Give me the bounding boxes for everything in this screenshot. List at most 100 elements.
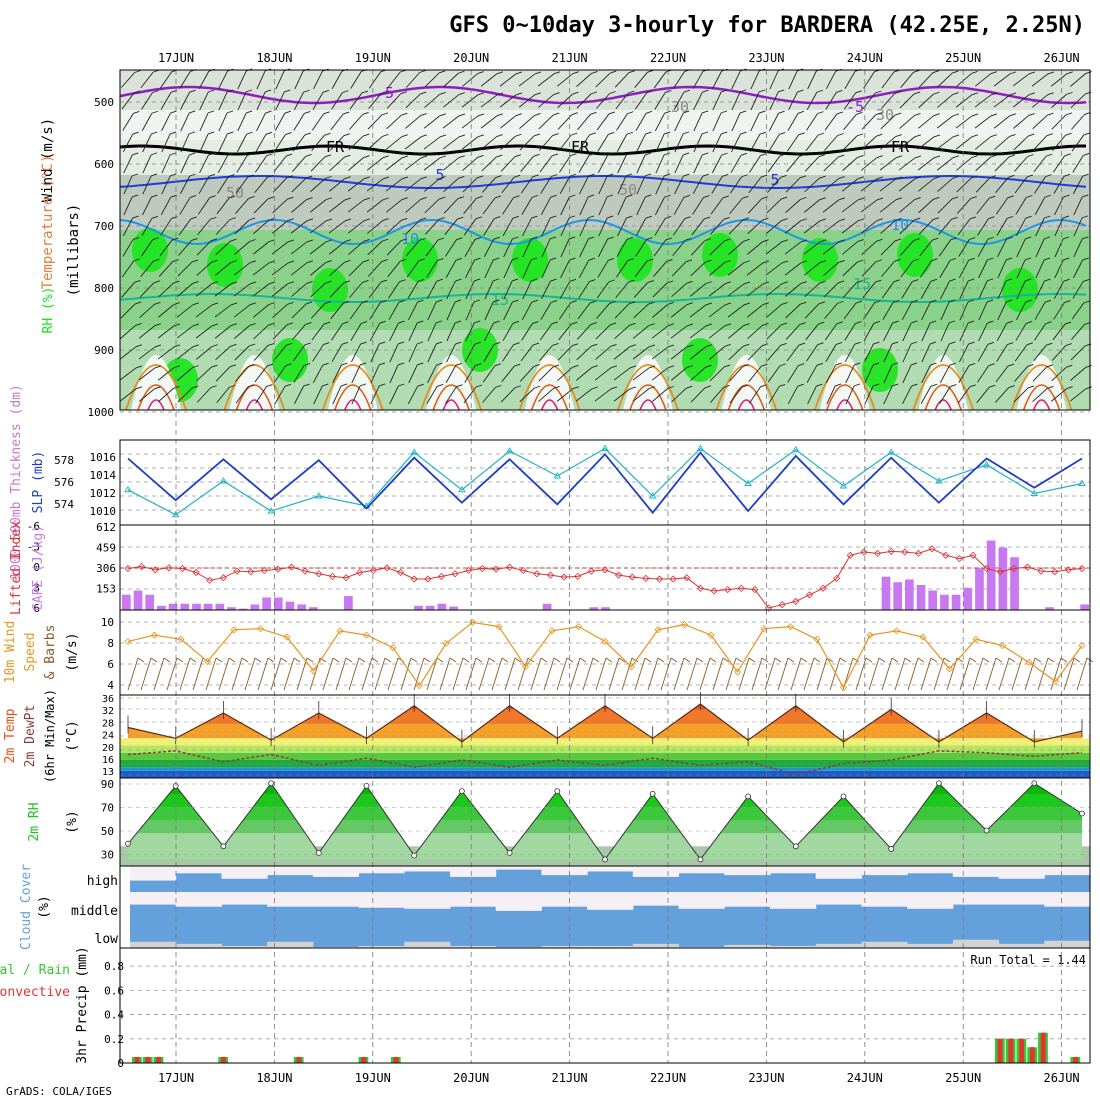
wind-barb [121, 282, 135, 298]
wind-barb-flag [816, 383, 823, 387]
warm-contour [518, 364, 581, 411]
cloud-low-clear [312, 946, 360, 948]
wind-barb [328, 178, 346, 192]
wind-barb [613, 367, 631, 381]
wind-barb-flag [572, 386, 579, 390]
wind-barb [217, 155, 229, 173]
wind-barb-flag [439, 155, 447, 159]
wind-barb-flag [836, 90, 843, 93]
wind-barb [727, 262, 745, 276]
wind-barb [518, 73, 536, 87]
wind-barb [957, 386, 971, 404]
wind10m-barb [322, 657, 334, 691]
precip-convective-bar [1019, 1038, 1025, 1063]
wind-barb-flag [344, 239, 351, 243]
wind-barb [311, 323, 325, 341]
wind-barb-flag [666, 280, 674, 284]
hot-contour [137, 384, 175, 411]
wind-barb-flag [686, 385, 693, 389]
wind-barb-flag [1008, 154, 1016, 158]
wind-barb [803, 199, 821, 213]
wind-speed-marker [866, 631, 874, 639]
wind-barb [731, 112, 741, 132]
rh2m-units-label: (%) [65, 810, 80, 833]
wind-barb-flag [608, 279, 615, 283]
wind-barb [236, 133, 248, 153]
wind-barb-flag [286, 322, 294, 326]
wind-barb [617, 175, 627, 195]
wind-barb-flag [838, 176, 845, 179]
rh-axis-label: RH (%) [41, 287, 56, 334]
wind-barb [841, 199, 859, 213]
wind10m-barb [1050, 657, 1062, 691]
wind-barb-flag [648, 365, 656, 369]
wind-barb-flag [779, 132, 786, 135]
wind-speed-marker [124, 637, 132, 645]
wind-barb-flag [987, 257, 994, 261]
wind-barb-flag [553, 112, 560, 116]
contour-label: -5 [846, 98, 864, 116]
wind-barb-flag [990, 71, 997, 75]
wind-barb-flag [173, 344, 181, 348]
wind-barb-flag [211, 364, 218, 368]
cape-bar [180, 603, 190, 610]
wind-barb [541, 280, 551, 300]
wind-barb-flag [152, 90, 159, 94]
wind-barb [577, 114, 591, 130]
wind-barb-flag [477, 113, 485, 117]
wind-barb-flag [474, 257, 481, 261]
slp-tick-label: 1010 [90, 505, 117, 518]
wind-barb-flag [874, 300, 881, 304]
lifted-index-tick-label: -3 [27, 541, 40, 554]
rh-marker [697, 856, 704, 863]
wind-barb-flag [493, 341, 501, 345]
wind-barb-flag [968, 320, 975, 324]
wind-barb [329, 135, 345, 151]
cloud-clear-segment [632, 866, 680, 877]
wind-barb [310, 156, 326, 172]
wind-barb-flag [799, 153, 806, 157]
wind-barb [521, 301, 533, 321]
wind-barb-flag [229, 364, 237, 368]
wind-barb [310, 303, 326, 319]
temp2m-axis-label: 2m Temp [3, 708, 18, 763]
wind-barb-flag [343, 280, 351, 284]
wind-barb-flag [664, 173, 671, 177]
rh-high-patch [512, 238, 548, 282]
wind-barb [750, 112, 760, 132]
wind-barb [711, 70, 723, 90]
wind-barb [408, 364, 418, 384]
wind-barb [215, 346, 231, 360]
wind-barb [784, 262, 802, 276]
wind-barb [997, 259, 1007, 279]
wind-barb [541, 259, 551, 279]
pressure-tick-label: 1000 [88, 406, 115, 419]
wind-barb-flag [933, 134, 941, 138]
wind-barb [351, 385, 361, 405]
wind-barb [1015, 217, 1027, 237]
wind-barb [959, 301, 969, 321]
wind-barb-flag [553, 71, 561, 75]
wind10m-barb [777, 657, 789, 691]
wind-barb-flag [876, 238, 883, 242]
wind10m-barb [686, 657, 698, 691]
wind-barb [291, 177, 307, 193]
wind-barb-flag [1008, 385, 1015, 389]
wind-barb [272, 177, 288, 193]
wind-barb-flag [324, 132, 331, 136]
wind-barb [768, 386, 780, 404]
lifted-index-marker [451, 570, 459, 578]
wind-barb-flag [988, 363, 995, 367]
wind-barb [464, 239, 476, 257]
wind10m-barb [738, 657, 750, 691]
wind-barb [1070, 345, 1086, 361]
wind-speed-marker [389, 644, 397, 652]
wind-barb [215, 262, 231, 276]
temp-color-band [120, 738, 1090, 746]
wind-barb-flag [967, 299, 975, 303]
wind-barb [541, 217, 551, 237]
wind-barb [1032, 135, 1048, 151]
wind-barb [750, 70, 760, 90]
wind-barb [521, 197, 533, 215]
